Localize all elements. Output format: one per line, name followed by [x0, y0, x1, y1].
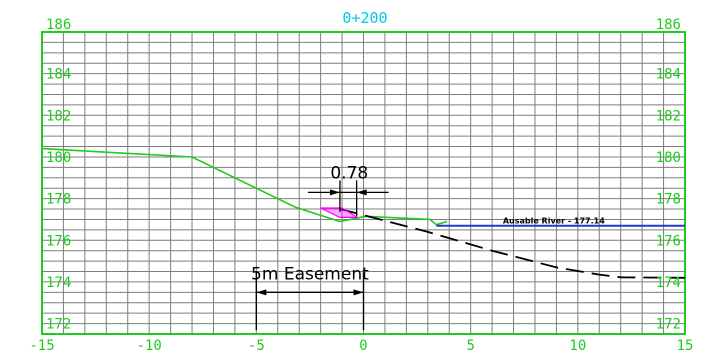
y-tick-label-right: 178	[656, 192, 681, 208]
dimension-arrow	[329, 189, 340, 196]
plot-frame	[41, 31, 686, 335]
y-tick-label-left: 180	[46, 150, 71, 166]
y-tick-label-right: 182	[656, 108, 681, 124]
x-tick-label: 15	[677, 338, 694, 354]
x-tick-label: 0	[359, 338, 367, 354]
dimension-arrow	[356, 189, 367, 196]
y-tick-label-left: 172	[46, 317, 71, 333]
y-tick-label-right: 172	[656, 317, 681, 333]
y-tick-label-left: 184	[46, 67, 71, 83]
y-tick-label-left: 174	[46, 275, 71, 291]
x-tick-label: -5	[248, 338, 265, 354]
x-tick-label: -15	[29, 338, 54, 354]
y-tick-label-left: 178	[46, 192, 71, 208]
easement-label: 5m Easement	[251, 264, 369, 284]
dimension-arrow	[256, 289, 267, 296]
labels: -15 -10 -5 0 5 10 15 172 172 174 174 176 176 178 178 18…	[29, 17, 693, 354]
existing-ground-line	[41, 147, 448, 226]
x-tick-label: -10	[137, 338, 162, 354]
y-tick-label-left: 176	[46, 233, 71, 249]
y-tick-label-right: 184	[656, 67, 681, 83]
y-tick-label-right: 186	[656, 17, 681, 33]
x-tick-label: 10	[569, 338, 586, 354]
y-tick-label-right: 176	[656, 233, 681, 249]
dimension-arrow	[353, 289, 364, 296]
y-tick-label-left: 182	[46, 108, 71, 124]
proposed-grade-line	[339, 208, 686, 279]
profile-lines	[41, 147, 686, 279]
station-title: 0+200	[342, 9, 387, 27]
y-tick-label-right: 180	[656, 150, 681, 166]
x-tick-label: 5	[466, 338, 474, 354]
cut-hatch-line	[320, 207, 360, 218]
dimension-annotations: 0.78 5m Easement Ausable River - 177.14	[251, 163, 605, 330]
y-tick-label-left: 186	[46, 17, 71, 33]
y-tick-label-right: 174	[656, 275, 681, 291]
river-label: Ausable River - 177.14	[503, 216, 605, 225]
offset-dimension-label: 0.78	[330, 163, 368, 183]
